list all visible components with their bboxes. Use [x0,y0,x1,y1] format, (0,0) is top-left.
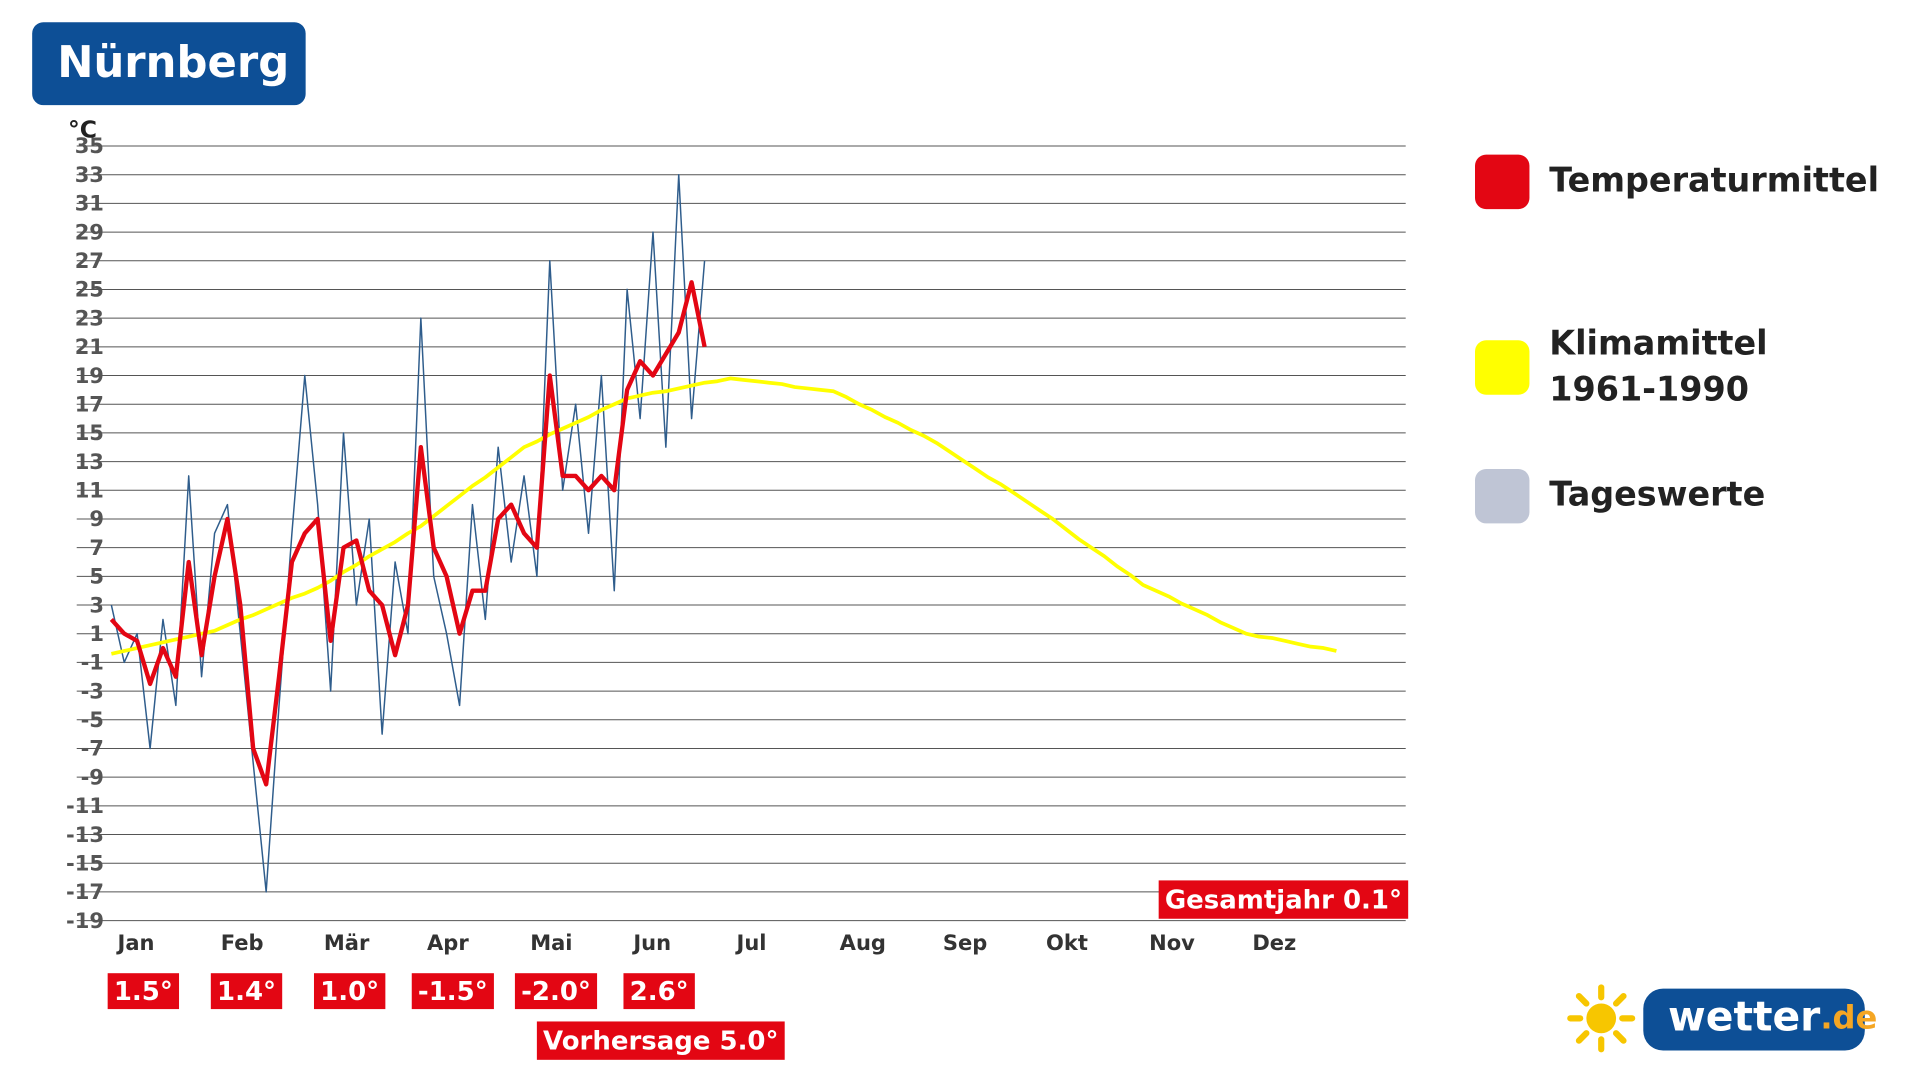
y-tick-label: 17 [75,391,104,416]
annotation-box [1158,880,1409,919]
annotation-text: Gesamtjahr 0.1° [1165,885,1402,915]
y-tick-label: 33 [75,162,104,187]
legend-swatch [1475,340,1530,395]
series-line [109,280,707,787]
y-tick-label: 29 [75,219,104,244]
y-unit: °C [68,116,97,144]
annotation: 1.5° [107,973,180,1010]
annotation: 1.0° [313,973,386,1010]
x-tick-label: Apr [427,930,469,955]
annotation-text: 1.0° [320,977,379,1007]
annotation: Vorhersage 5.0° [536,1021,785,1060]
annotation-box [210,973,283,1010]
x-tick-label: Mär [324,930,370,955]
annotation-text: 1.4° [217,977,276,1007]
x-tick-label: Jul [735,930,767,955]
y-tick-label: 9 [89,506,104,531]
y-tick-label: 25 [75,277,104,302]
annotation-text: 2.6° [630,977,689,1007]
y-tick-label: -9 [81,764,104,789]
y-tick-label: -1 [81,650,104,675]
y-tick-label: -5 [81,707,104,732]
sun-rays [1567,984,1636,1053]
logo: wetter.de [1567,984,1877,1053]
y-tick-label: 31 [75,191,104,216]
series-line [110,376,1337,656]
y-tick-label: -7 [81,736,104,761]
annotation: Gesamtjahr 0.1° [1158,880,1409,919]
y-tick-label: -19 [66,908,104,933]
y-tick-label: 5 [89,564,104,589]
annotation-text: -1.5° [418,977,488,1007]
y-tick-label: 3 [89,592,104,617]
legend-label: Klimamittel 1961-1990 [1549,323,1767,408]
x-tick-label: Mai [530,930,572,955]
y-tick-label: 1 [89,621,104,646]
annotation: -1.5° [411,973,494,1010]
annotation-text: 1.5° [114,977,173,1007]
y-tick-label: -13 [66,822,104,847]
chart-title: Nürnberg [57,38,289,88]
x-tick-label: Nov [1149,930,1195,955]
annotation-box [623,973,695,1010]
annotation: 2.6° [623,973,695,1010]
legend-swatch [1475,154,1530,210]
y-tick-label: 35 [75,133,104,158]
x-tick-label: Jan [116,930,155,955]
annotation-text: -2.0° [521,977,591,1007]
annotation-box [514,973,598,1010]
series-line [110,173,706,893]
x-tick-label: Sep [943,930,987,955]
x-tick-label: Aug [840,930,886,955]
y-tick-label: 27 [75,248,104,273]
annotation-box [536,1021,785,1060]
y-tick-label: -3 [81,678,104,703]
title-box [32,22,306,106]
annotation-box [107,973,180,1010]
x-tick-label: Dez [1252,930,1296,955]
x-tick-label: Okt [1046,930,1088,955]
legend-label: Temperaturmittel [1549,160,1879,199]
x-tick-label: Jun [631,930,671,955]
y-tick-label: -17 [66,879,104,904]
annotation-box [313,973,386,1010]
annotation-text: Vorhersage 5.0° [543,1026,778,1056]
annotation-box [411,973,494,1010]
y-tick-label: 15 [75,420,104,445]
logo-box [1643,988,1865,1051]
legend-label: Tageswerte [1549,475,1765,514]
annotation: -2.0° [514,973,598,1010]
y-tick-label: 23 [75,305,104,330]
y-tick-label: 7 [89,535,104,560]
legend-label-line: Klimamittel [1549,323,1767,362]
logo-main: wetter [1668,993,1821,1041]
y-tick-label: 11 [75,478,104,503]
annotation: 1.4° [210,973,283,1010]
y-tick-label: 21 [75,334,104,359]
x-tick-label: Feb [221,930,264,955]
legend-swatch [1475,468,1530,524]
y-tick-label: -11 [66,793,104,818]
legend-label-line: 1961-1990 [1549,369,1749,408]
y-tick-label: -15 [66,850,104,875]
logo-text: wetter.de [1668,993,1877,1041]
y-tick-label: 19 [75,363,104,388]
logo-domain: .de [1820,999,1877,1037]
sun [1586,1003,1617,1034]
y-tick-label: 13 [75,449,104,474]
